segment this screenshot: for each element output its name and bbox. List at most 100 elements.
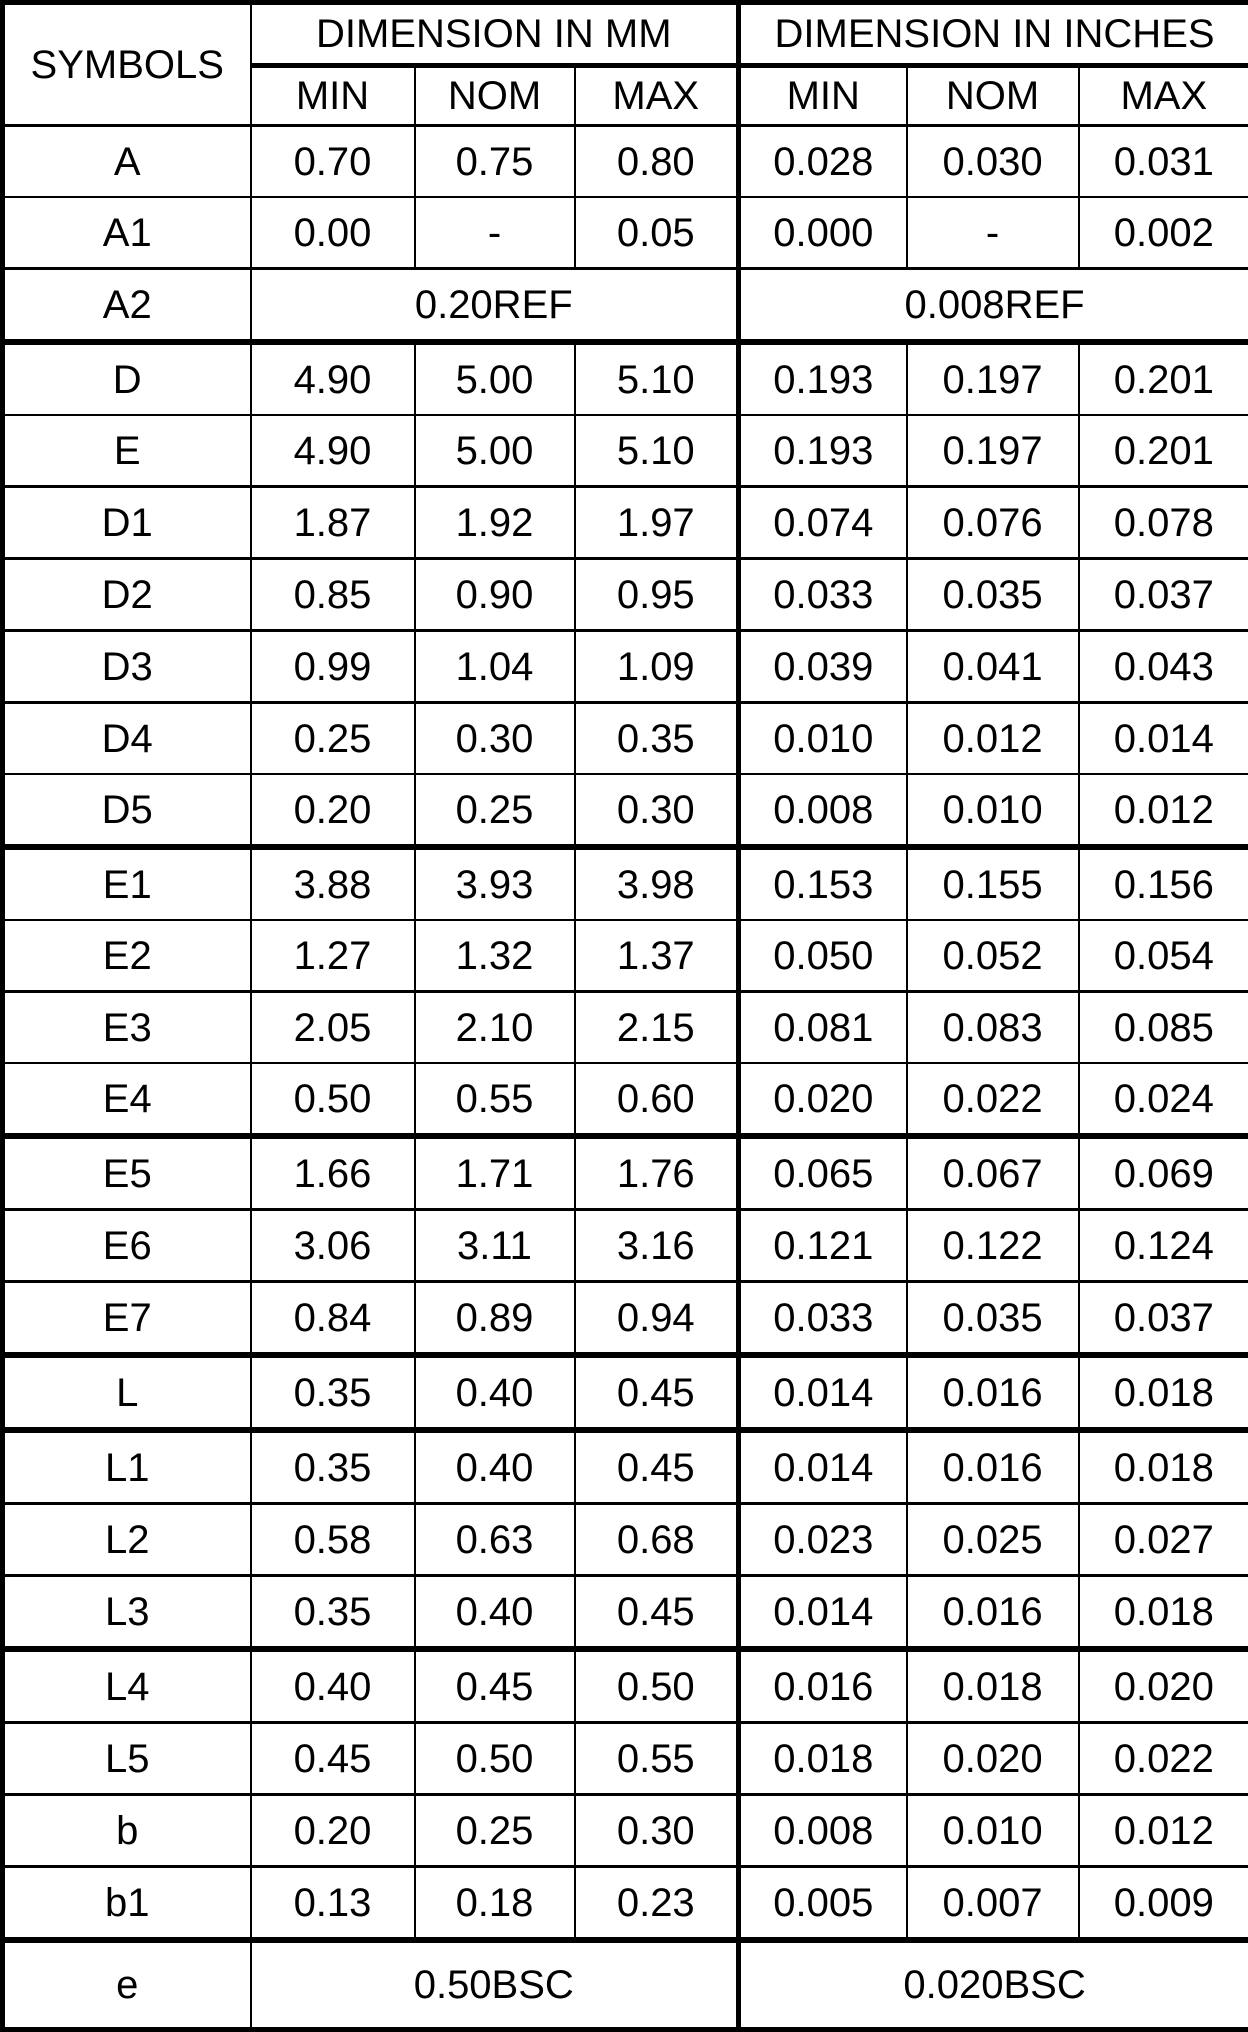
mm-max-cell: 0.68 [575,1504,739,1576]
inches-nom-cell: 0.197 [907,342,1079,415]
mm-nom-cell: 0.45 [415,1649,575,1723]
inches-max-cell: 0.054 [1079,920,1248,992]
inches-min-cell: 0.014 [739,1576,907,1650]
symbol-cell: E4 [3,1063,251,1136]
symbol-cell: D [3,342,251,415]
mm-nom-cell: 0.25 [415,1795,575,1867]
header-group-row: SYMBOLS DIMENSION IN MM DIMENSION IN INC… [3,3,1248,66]
inches-min-cell: 0.016 [739,1649,907,1723]
mm-nom-cell: 1.71 [415,1136,575,1210]
symbol-cell: b1 [3,1867,251,1941]
group-header-inches: DIMENSION IN INCHES [739,3,1248,66]
mm-min-cell: 0.58 [251,1504,415,1576]
inches-min-cell: 0.033 [739,559,907,631]
inches-nom-cell: 0.030 [907,126,1079,198]
symbol-cell: A2 [3,269,251,343]
inches-min-cell: 0.000 [739,197,907,269]
inches-nom-cell: 0.020 [907,1723,1079,1795]
column-header-symbols: SYMBOLS [3,3,251,126]
inches-max-cell: 0.037 [1079,1282,1248,1356]
inches-min-cell: 0.014 [739,1355,907,1430]
mm-nom-cell: 0.55 [415,1063,575,1136]
inches-min-cell: 0.065 [739,1136,907,1210]
inches-min-cell: 0.153 [739,847,907,920]
mm-nom-cell: 0.40 [415,1355,575,1430]
inches-max-cell: 0.018 [1079,1355,1248,1430]
mm-min-cell: 0.13 [251,1867,415,1941]
inches-max-cell: 0.024 [1079,1063,1248,1136]
mm-max-cell: 2.15 [575,992,739,1064]
mm-span-cell: 0.50BSC [251,1940,739,2030]
mm-nom-cell: 0.75 [415,126,575,198]
mm-min-cell: 0.35 [251,1576,415,1650]
mm-min-cell: 3.88 [251,847,415,920]
inches-min-cell: 0.081 [739,992,907,1064]
subheader-inches-max: MAX [1079,66,1248,126]
subheader-mm-max: MAX [575,66,739,126]
mm-min-cell: 0.70 [251,126,415,198]
mm-nom-cell: 1.04 [415,631,575,703]
inches-nom-cell: 0.016 [907,1430,1079,1504]
symbol-cell: D3 [3,631,251,703]
inches-nom-cell: 0.083 [907,992,1079,1064]
inches-nom-cell: 0.010 [907,774,1079,847]
inches-max-cell: 0.014 [1079,703,1248,775]
inches-min-cell: 0.050 [739,920,907,992]
symbol-cell: D1 [3,487,251,559]
inches-nom-cell: 0.041 [907,631,1079,703]
inches-nom-cell: 0.012 [907,703,1079,775]
symbol-cell: D5 [3,774,251,847]
symbol-cell: L5 [3,1723,251,1795]
symbol-cell: A1 [3,197,251,269]
inches-nom-cell: 0.007 [907,1867,1079,1941]
subheader-inches-nom: NOM [907,66,1079,126]
inches-nom-cell: 0.022 [907,1063,1079,1136]
mm-nom-cell: 0.89 [415,1282,575,1356]
mm-max-cell: 0.80 [575,126,739,198]
mm-max-cell: 0.23 [575,1867,739,1941]
mm-max-cell: 5.10 [575,415,739,487]
mm-nom-cell: 1.92 [415,487,575,559]
mm-min-cell: 3.06 [251,1210,415,1282]
mm-max-cell: 1.97 [575,487,739,559]
inches-min-cell: 0.023 [739,1504,907,1576]
subheader-mm-min: MIN [251,66,415,126]
symbol-cell: E5 [3,1136,251,1210]
symbol-cell: L2 [3,1504,251,1576]
mm-min-cell: 0.99 [251,631,415,703]
mm-max-cell: 5.10 [575,342,739,415]
mm-max-cell: 0.60 [575,1063,739,1136]
inches-max-cell: 0.022 [1079,1723,1248,1795]
inches-max-cell: 0.156 [1079,847,1248,920]
inches-min-cell: 0.018 [739,1723,907,1795]
inches-max-cell: 0.018 [1079,1576,1248,1650]
mm-nom-cell: 3.93 [415,847,575,920]
inches-min-cell: 0.008 [739,774,907,847]
inches-nom-cell: 0.122 [907,1210,1079,1282]
symbol-cell: L [3,1355,251,1430]
mm-max-cell: 0.95 [575,559,739,631]
mm-min-cell: 0.45 [251,1723,415,1795]
mm-min-cell: 0.25 [251,703,415,775]
inches-min-cell: 0.010 [739,703,907,775]
inches-max-cell: 0.012 [1079,774,1248,847]
mm-max-cell: 1.76 [575,1136,739,1210]
inches-max-cell: 0.085 [1079,992,1248,1064]
mm-max-cell: 0.45 [575,1576,739,1650]
mm-min-cell: 0.85 [251,559,415,631]
symbol-cell: L3 [3,1576,251,1650]
mm-nom-cell: 1.32 [415,920,575,992]
inches-nom-cell: 0.025 [907,1504,1079,1576]
mm-nom-cell: 0.50 [415,1723,575,1795]
